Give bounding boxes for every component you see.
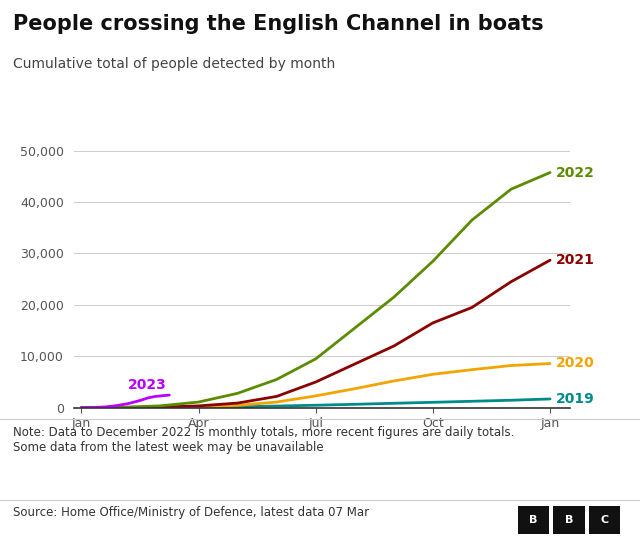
Text: 2023: 2023 — [128, 378, 167, 392]
Text: C: C — [601, 515, 609, 525]
Text: B: B — [529, 515, 538, 525]
Text: B: B — [565, 515, 573, 525]
Bar — [554, 505, 584, 534]
Text: 2019: 2019 — [556, 392, 595, 406]
Text: Source: Home Office/Ministry of Defence, latest data 07 Mar: Source: Home Office/Ministry of Defence,… — [13, 506, 369, 519]
Text: 2020: 2020 — [556, 356, 595, 370]
Text: Cumulative total of people detected by month: Cumulative total of people detected by m… — [13, 57, 335, 71]
Text: People crossing the English Channel in boats: People crossing the English Channel in b… — [13, 14, 543, 33]
Bar — [589, 505, 620, 534]
Text: Note: Data to December 2022 is monthly totals, more recent figures are daily tot: Note: Data to December 2022 is monthly t… — [13, 426, 514, 454]
Text: 2022: 2022 — [556, 165, 595, 179]
Bar — [518, 505, 549, 534]
Text: 2021: 2021 — [556, 253, 595, 267]
